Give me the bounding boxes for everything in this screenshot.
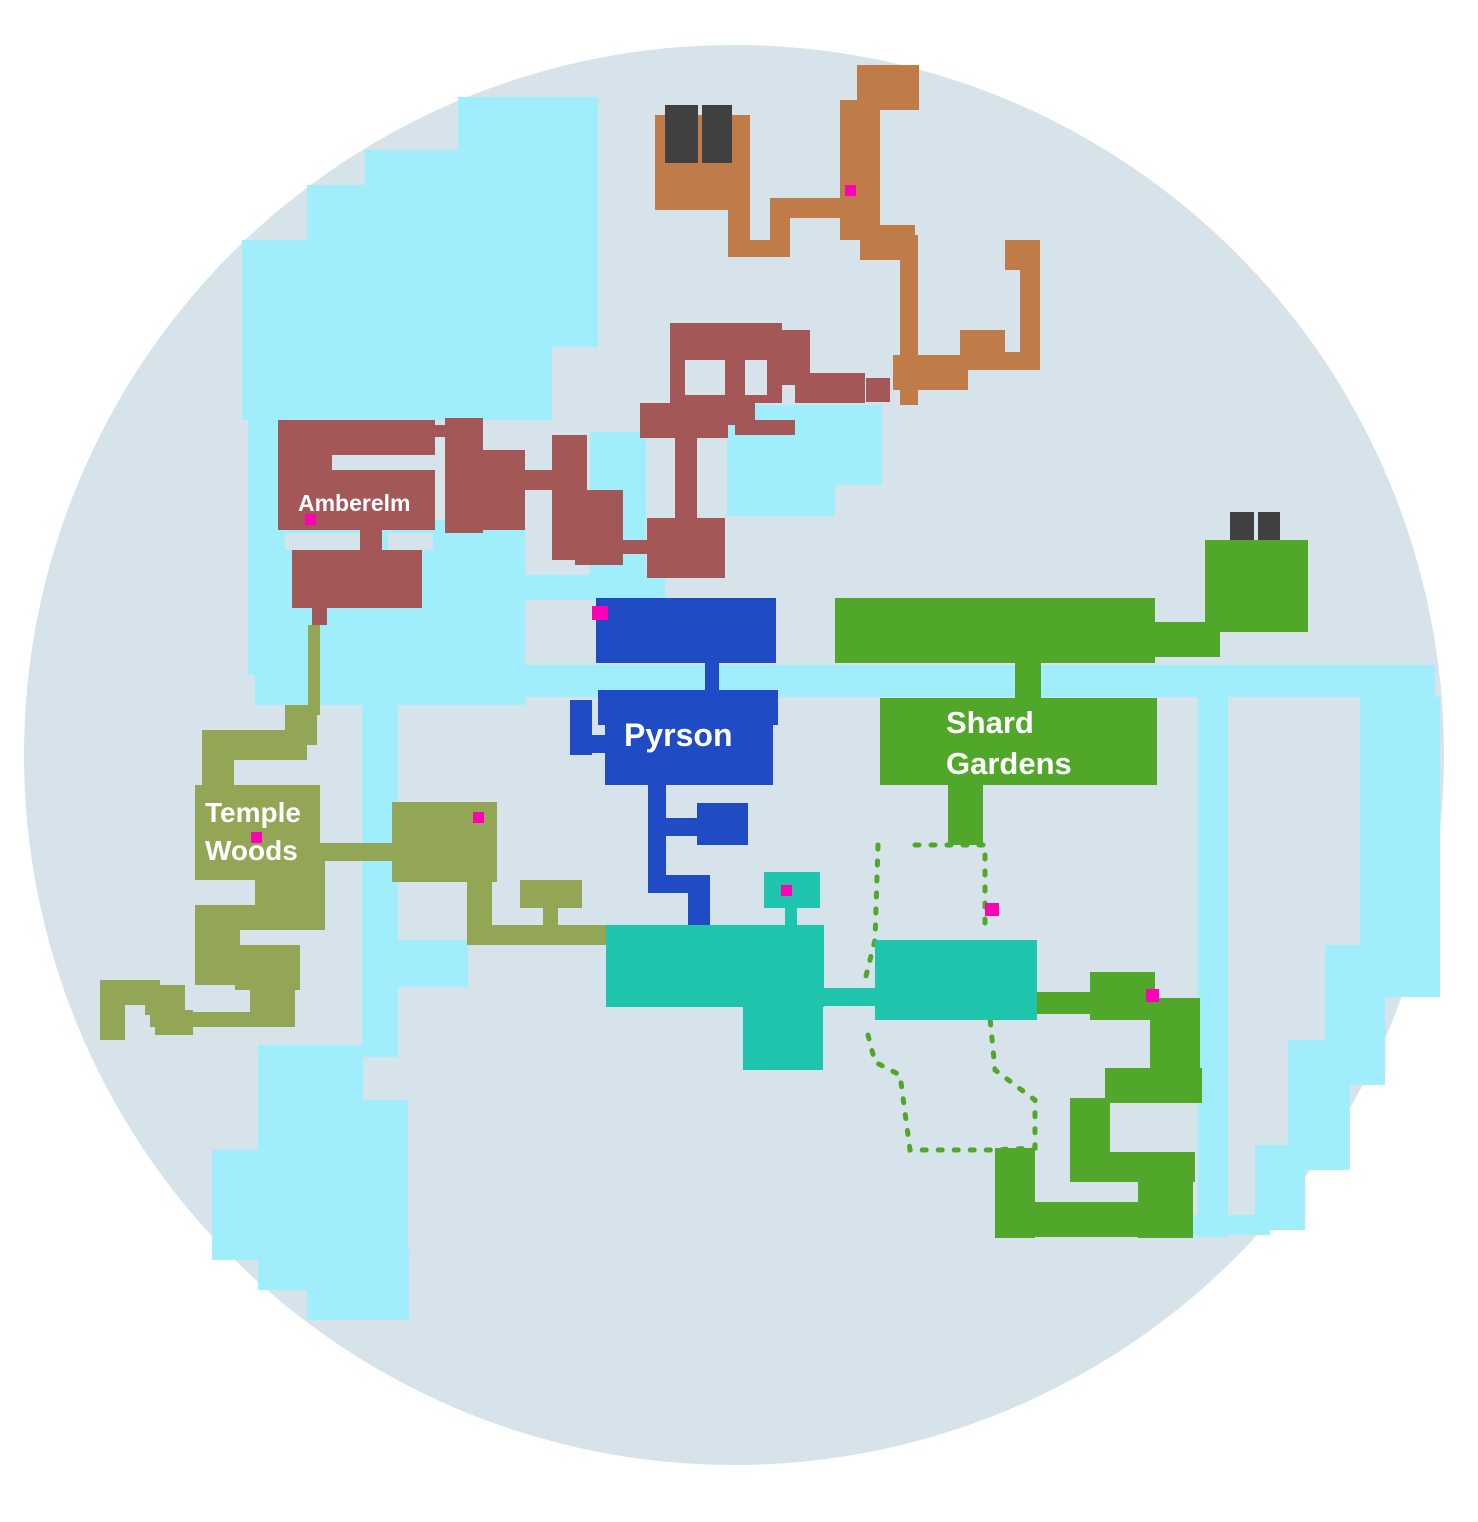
region-label-temple-woods-line1: Temple	[205, 797, 301, 828]
region-label-shard-gardens-line1: Shard	[946, 705, 1034, 740]
region-label-shard-gardens-line2: Gardens	[946, 746, 1072, 781]
region-label-pyrson: Pyrson	[624, 717, 732, 753]
region-shard-gardens-area	[835, 540, 1308, 1238]
water-layer	[212, 97, 1440, 1320]
region-pyrson-area	[570, 598, 778, 930]
region-label-temple-woods-line2: Woods	[205, 835, 298, 866]
amberelm-courtyards	[285, 360, 767, 550]
region-temple-woods-area	[100, 625, 607, 1040]
region-amberelm-area	[278, 323, 890, 625]
region-label-amberelm: Amberelm	[298, 490, 410, 516]
location-marker-icon	[251, 185, 1159, 1002]
